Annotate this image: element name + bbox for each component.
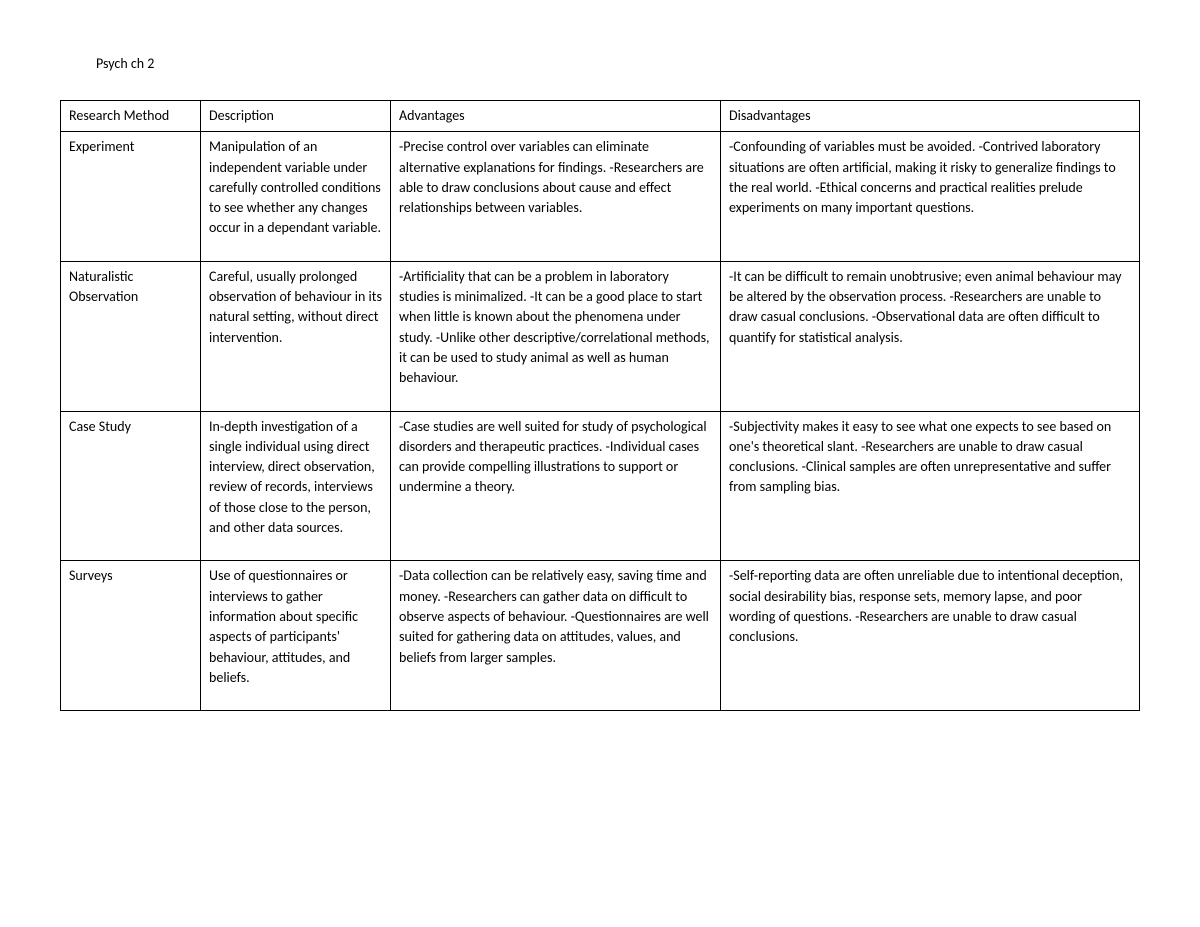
col-header-advantages: Advantages [391, 101, 721, 132]
cell-method: Surveys [61, 561, 201, 711]
table-row: Case Study In-depth investigation of a s… [61, 411, 1140, 561]
col-header-method: Research Method [61, 101, 201, 132]
col-header-disadvantages: Disadvantages [721, 101, 1140, 132]
research-methods-table: Research Method Description Advantages D… [60, 100, 1140, 711]
table-header-row: Research Method Description Advantages D… [61, 101, 1140, 132]
cell-description: Manipulation of an independent variable … [201, 132, 391, 261]
cell-advantages: -Precise control over variables can elim… [391, 132, 721, 261]
cell-description: Use of questionnaires or interviews to g… [201, 561, 391, 711]
cell-disadvantages: -Subjectivity makes it easy to see what … [721, 411, 1140, 561]
table-row: Experiment Manipulation of an independen… [61, 132, 1140, 261]
cell-method: Experiment [61, 132, 201, 261]
cell-disadvantages: -Self-reporting data are often unreliabl… [721, 561, 1140, 711]
cell-disadvantages: -Confounding of variables must be avoide… [721, 132, 1140, 261]
cell-method: Naturalistic Observation [61, 261, 201, 411]
document-page: Psych ch 2 Research Method Description A… [0, 0, 1200, 771]
cell-method: Case Study [61, 411, 201, 561]
table-row: Surveys Use of questionnaires or intervi… [61, 561, 1140, 711]
table-row: Naturalistic Observation Careful, usuall… [61, 261, 1140, 411]
cell-advantages: -Data collection can be relatively easy,… [391, 561, 721, 711]
col-header-description: Description [201, 101, 391, 132]
cell-advantages: -Case studies are well suited for study … [391, 411, 721, 561]
cell-disadvantages: -It can be difficult to remain unobtrusi… [721, 261, 1140, 411]
cell-description: Careful, usually prolonged observation o… [201, 261, 391, 411]
cell-description: In-depth investigation of a single indiv… [201, 411, 391, 561]
cell-advantages: -Artificiality that can be a problem in … [391, 261, 721, 411]
page-title: Psych ch 2 [96, 55, 1140, 72]
